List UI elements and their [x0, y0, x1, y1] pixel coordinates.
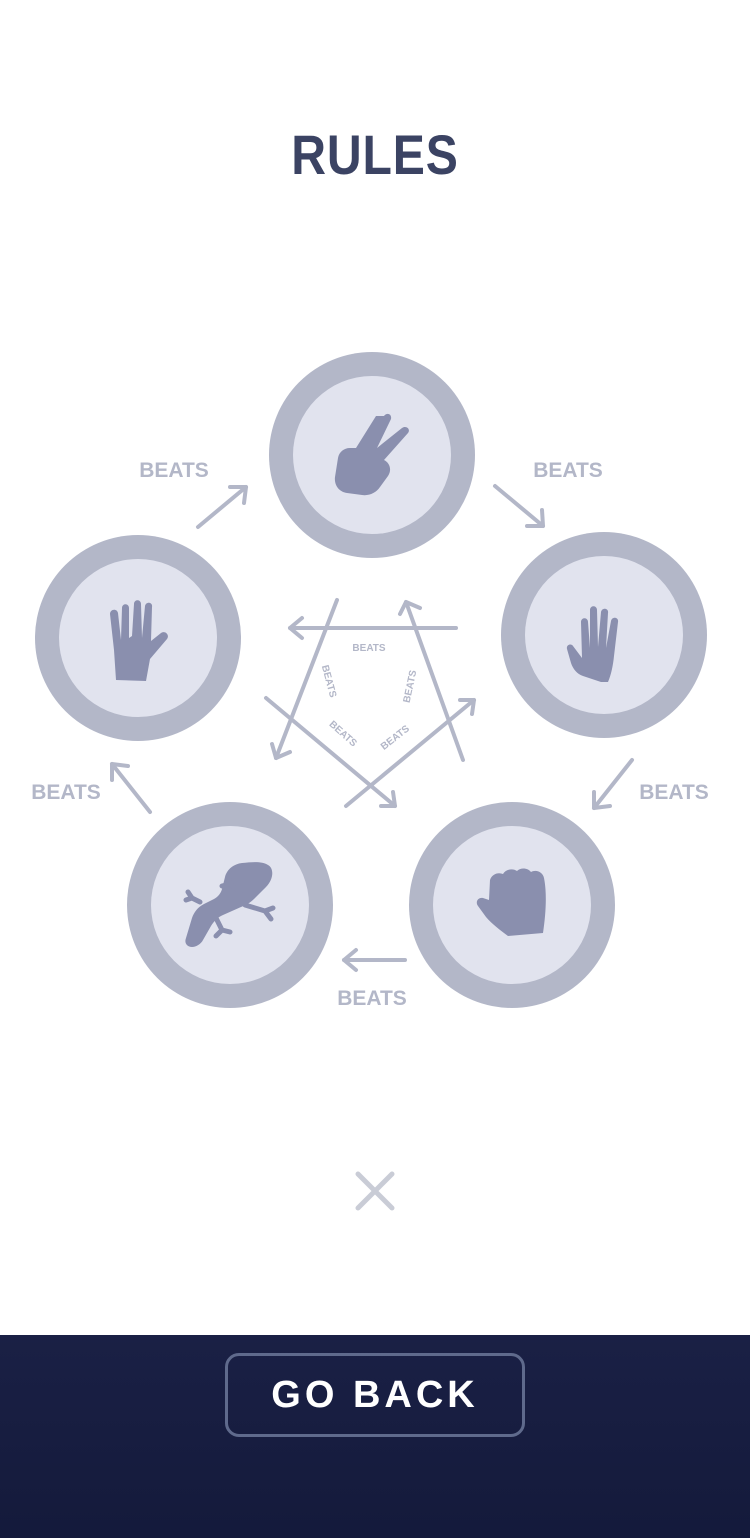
outer-arrow-rock-lizard: [342, 948, 407, 972]
go-back-button[interactable]: GO BACK: [225, 1353, 525, 1437]
beats-label: BEATS: [31, 781, 101, 804]
beats-label: BEATS: [639, 781, 709, 804]
move-scissors: [269, 352, 475, 558]
move-paper: [501, 532, 707, 738]
beats-label: BEATS: [352, 643, 385, 654]
inner-arrow-1: [288, 616, 458, 640]
paper-hand-icon: [566, 606, 619, 682]
beats-label: BEATS: [327, 719, 359, 750]
beats-label: BEATS: [319, 664, 338, 699]
rules-modal: RULES: [0, 123, 750, 1216]
beats-label: BEATS: [337, 987, 407, 1010]
spock-hand-icon: [110, 600, 168, 681]
scissors-hand-icon: [334, 413, 409, 496]
outer-arrow-lizard-spock: [110, 762, 152, 814]
rules-diagram-svg: BEATS BEATS BEATS BEATS BEATS: [31, 352, 709, 1010]
move-rock: [409, 802, 615, 1008]
inner-arrow-3: [264, 696, 397, 808]
close-icon: [355, 1171, 395, 1211]
beats-label: BEATS: [379, 723, 412, 752]
footer-bar: GO BACK: [0, 1335, 750, 1538]
rules-diagram: BEATS BEATS BEATS BEATS BEATS: [0, 330, 750, 1030]
inner-arrow-4: [344, 698, 476, 808]
move-spock: [35, 535, 241, 741]
move-lizard: [127, 802, 333, 1008]
rules-title: RULES: [291, 123, 459, 186]
lizard-icon: [183, 862, 276, 947]
rock-fist-icon: [476, 868, 546, 936]
outer-arrow-scissors-paper: [493, 484, 545, 528]
outer-arrow-paper-rock: [592, 758, 634, 810]
inner-arrow-2: [270, 598, 339, 760]
beats-label: BEATS: [139, 459, 209, 482]
beats-label: BEATS: [402, 669, 420, 704]
outer-arrow-spock-scissors: [196, 485, 248, 529]
beats-label: BEATS: [533, 459, 603, 482]
close-button[interactable]: [350, 1166, 400, 1216]
inner-arrow-5: [398, 600, 465, 762]
